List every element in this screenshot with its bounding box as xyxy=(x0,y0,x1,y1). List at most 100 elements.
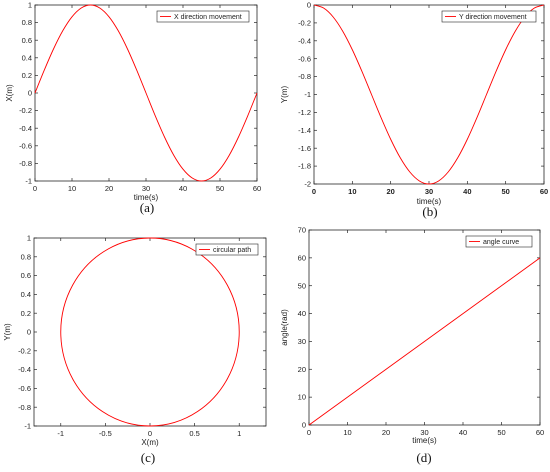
x-tick-label: 1 xyxy=(237,429,241,438)
x-tick-label: 10 xyxy=(348,187,356,196)
subfigure-caption: (b) xyxy=(422,204,437,219)
subfigure-caption: (c) xyxy=(141,450,155,465)
chart-b: 0 10 20 30 40 50 60 -2 -1.8 -1.6 -1.4 -1.2 -1 -0.8 -0.… xyxy=(280,1,548,219)
x-tick-label: 50 xyxy=(501,187,509,196)
y-tick-label: -1.4 xyxy=(298,126,311,135)
x-tick-label: -0.5 xyxy=(99,429,112,438)
y-tick-label: -1.2 xyxy=(298,108,311,117)
y-axis-label: Y(m) xyxy=(280,86,289,104)
x-axis-label: time(s) xyxy=(134,193,159,202)
y-tick-label: -0.8 xyxy=(19,159,32,168)
x-tick-label: 20 xyxy=(382,428,390,437)
axes-box xyxy=(308,229,541,426)
x-axis-label: time(s) xyxy=(412,436,437,445)
y-tick-label: -0.2 xyxy=(19,106,32,115)
y-tick-label: -0.4 xyxy=(298,36,311,45)
subfigure-caption: (a) xyxy=(140,200,154,215)
y-tick-label: 0 xyxy=(307,1,311,10)
axes-box xyxy=(33,237,267,427)
chart-a: 0 10 20 30 40 50 60 -1 -0.8 -0.6 -0.4 -0.2 0 0.2 0.4 0.… xyxy=(5,1,261,215)
series-line xyxy=(313,4,545,185)
y-tick-label: 50 xyxy=(298,281,306,290)
legend-label: X direction movement xyxy=(174,14,242,21)
x-axis-label: time(s) xyxy=(417,197,442,206)
y-tick-label: 20 xyxy=(298,365,306,374)
legend-label: angle curve xyxy=(483,239,519,246)
y-tick-label: -0.8 xyxy=(18,403,31,412)
y-tick-label: 70 xyxy=(298,226,306,235)
legend-box xyxy=(195,243,259,256)
x-tick-label: 50 xyxy=(216,184,224,193)
x-tick-label: 60 xyxy=(253,184,261,193)
y-tick-label: -0.6 xyxy=(298,54,311,63)
legend-box xyxy=(441,10,537,23)
legend: circular path xyxy=(195,243,259,256)
legend-box xyxy=(156,10,250,23)
legend: X direction movement xyxy=(156,10,250,23)
y-tick-label: -1.6 xyxy=(298,144,311,153)
y-tick-label: -0.2 xyxy=(298,19,311,28)
legend: angle curve xyxy=(465,235,533,248)
y-tick-label: 60 xyxy=(298,253,306,262)
x-tick-label: 50 xyxy=(497,428,505,437)
x-tick-label: 30 xyxy=(142,184,150,193)
x-tick-label: 20 xyxy=(105,184,113,193)
y-tick-label: -0.2 xyxy=(18,346,31,355)
x-tick-label: 30 xyxy=(420,428,428,437)
x-tick-label: 20 xyxy=(386,187,394,196)
y-axis-label: Y(m) xyxy=(3,323,12,341)
y-tick-label: 1 xyxy=(28,1,32,10)
x-tick-label: 40 xyxy=(463,187,471,196)
y-tick-label: 0.8 xyxy=(21,252,31,261)
y-tick-label: 0.2 xyxy=(21,309,31,318)
legend-box xyxy=(465,235,533,248)
series-line xyxy=(60,237,240,427)
series-line xyxy=(34,4,258,182)
x-tick-label: 0 xyxy=(33,184,37,193)
x-axis-label: X(m) xyxy=(141,438,159,447)
y-tick-label: 0.2 xyxy=(22,71,32,80)
y-tick-label: -0.6 xyxy=(18,384,31,393)
y-tick-label: 1 xyxy=(27,234,31,243)
y-tick-label: 0.4 xyxy=(21,290,31,299)
y-tick-label: 0 xyxy=(28,89,32,98)
y-tick-label: -0.4 xyxy=(19,124,32,133)
x-tick-label: 60 xyxy=(536,428,544,437)
x-tick-label: 40 xyxy=(179,184,187,193)
x-tick-label: 60 xyxy=(540,187,548,196)
y-tick-label: -1.8 xyxy=(298,162,311,171)
x-tick-label: 40 xyxy=(459,428,467,437)
chart-c: -1 -0.5 0 0.5 1 -1 -0.8 -0.6 -0.4 -0.2 0 0.2 0.4 0.6 0… xyxy=(3,234,267,465)
y-axis-label: angle(rad) xyxy=(280,309,289,346)
y-tick-label: -1 xyxy=(24,422,31,431)
x-tick-label: 0 xyxy=(312,187,316,196)
y-tick-label: 0.8 xyxy=(22,18,32,27)
y-tick-label: 0.6 xyxy=(21,271,31,280)
x-tick-label: 30 xyxy=(425,187,433,196)
x-tick-label: 10 xyxy=(343,428,351,437)
legend-label: Y direction movement xyxy=(459,14,527,21)
x-tick-label: 0 xyxy=(148,429,152,438)
y-tick-label: -0.6 xyxy=(19,141,32,150)
x-tick-label: -1 xyxy=(57,429,64,438)
series-line xyxy=(308,257,541,426)
x-tick-label: 0 xyxy=(307,428,311,437)
y-tick-label: -1 xyxy=(304,90,311,99)
subfigure-caption: (d) xyxy=(416,450,431,465)
y-tick-label: 0.4 xyxy=(22,53,32,62)
axes-box xyxy=(313,4,545,185)
y-tick-label: -0.4 xyxy=(18,365,31,374)
y-axis-label: X(m) xyxy=(5,84,14,102)
y-tick-label: -1 xyxy=(25,177,32,186)
y-tick-label: -0.8 xyxy=(298,72,311,81)
y-tick-label: 0.6 xyxy=(22,36,32,45)
y-tick-label: 30 xyxy=(298,337,306,346)
x-tick-label: 10 xyxy=(68,184,76,193)
y-tick-label: 10 xyxy=(298,393,306,402)
y-tick-label: -2 xyxy=(304,180,311,189)
legend-label: circular path xyxy=(213,247,251,254)
chart-d: 0 10 20 30 40 50 60 0 10 20 30 40 50 60 70 time(s) angle… xyxy=(280,226,544,465)
legend: Y direction movement xyxy=(441,10,537,23)
x-tick-label: 0.5 xyxy=(189,429,199,438)
